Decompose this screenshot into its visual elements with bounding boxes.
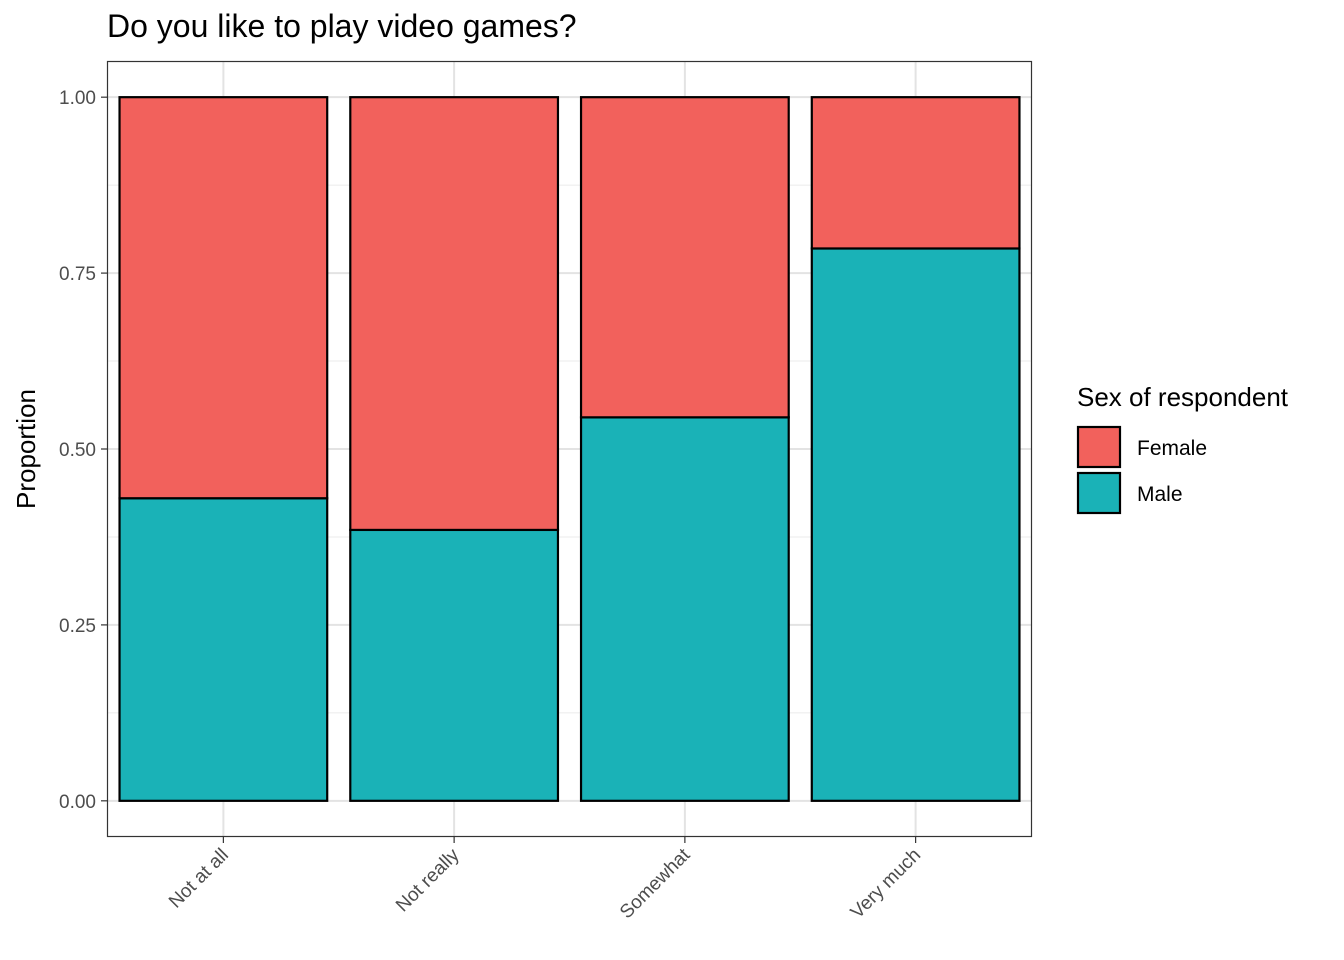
bars: [118, 96, 1021, 802]
bar-male: [349, 528, 560, 802]
legend-swatch-female: [1076, 425, 1122, 469]
bar-male: [810, 247, 1021, 802]
bar-female: [579, 96, 790, 419]
legend-items: Female Male: [1076, 425, 1207, 515]
bar-male: [579, 416, 790, 802]
legend-label-male: Male: [1137, 483, 1183, 506]
legend: Sex of respondent Female Male: [1076, 382, 1289, 515]
x-tick-label: Not at all: [165, 845, 233, 913]
x-tick-label: Very much: [847, 845, 925, 923]
x-tick-label: Not really: [392, 844, 464, 916]
legend-title: Sex of respondent: [1077, 382, 1289, 412]
legend-swatch-male: [1076, 471, 1122, 515]
bar-female: [810, 96, 1021, 250]
legend-label-female: Female: [1137, 437, 1207, 460]
x-axis: Not at all Not really Somewhat Very much: [165, 836, 925, 923]
y-axis-title: Proportion: [11, 389, 41, 509]
y-tick-label: 0.25: [59, 616, 96, 637]
y-tick-label: 0.50: [59, 440, 96, 461]
x-tick-label: Somewhat: [616, 844, 695, 923]
bar-male: [118, 497, 329, 802]
y-tick-label: 0.75: [59, 264, 96, 285]
y-axis: 0.00 0.25 0.50 0.75 1.00: [59, 88, 108, 813]
bar-female: [118, 96, 329, 500]
y-tick-label: 0.00: [59, 792, 96, 813]
bar-female: [349, 96, 560, 532]
chart-title: Do you like to play video games?: [107, 8, 577, 44]
y-tick-label: 1.00: [59, 88, 96, 109]
